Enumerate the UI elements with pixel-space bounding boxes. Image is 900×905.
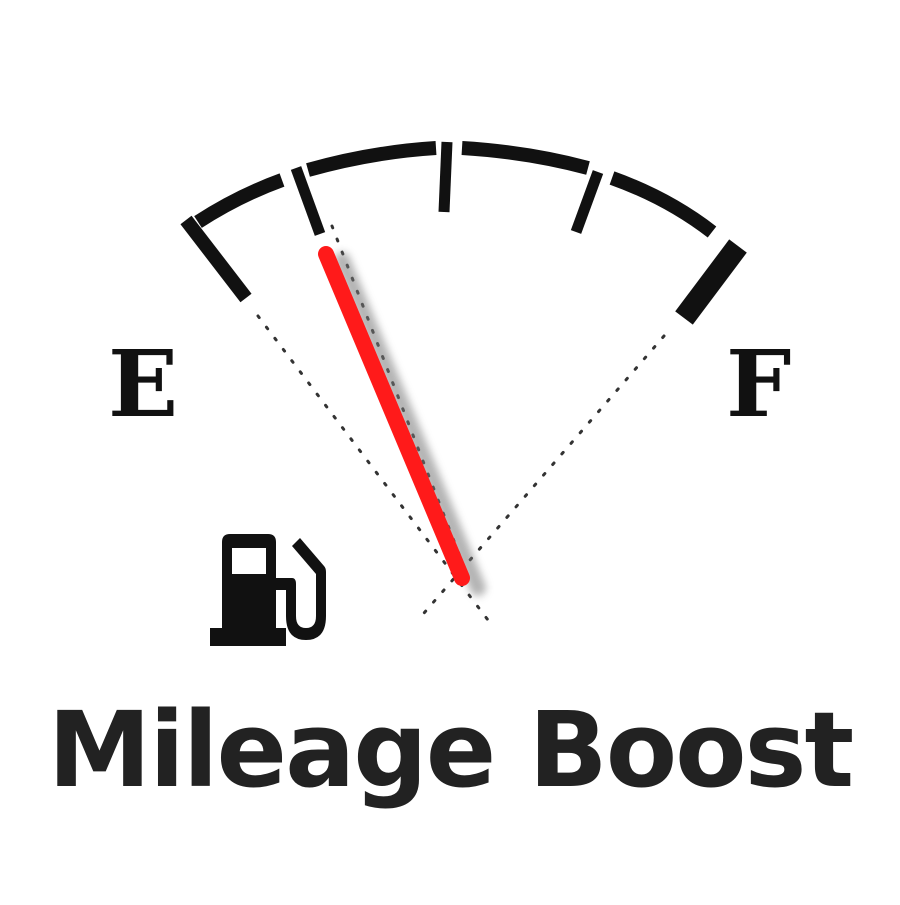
- gauge-tick-empty: [180, 215, 252, 303]
- needle: [318, 246, 470, 586]
- gauge-needle: [318, 246, 486, 596]
- gauge-tick: [570, 170, 604, 234]
- guide-line-empty: [256, 314, 496, 630]
- gauge-arc-segment: [461, 141, 590, 175]
- gauge-arc-segment: [194, 173, 285, 228]
- brand-title: Mileage Boost: [47, 689, 854, 811]
- needle-shadow: [334, 252, 486, 596]
- gauge-arc-segment: [609, 171, 717, 238]
- gauge-arc: [194, 141, 717, 238]
- gauge-tick: [290, 166, 326, 236]
- gauge-tick-full: [675, 239, 747, 325]
- full-label: F: [726, 330, 792, 438]
- fuel-pump-icon: [210, 534, 326, 646]
- gauge-arc-segment: [306, 141, 437, 177]
- empty-label: E: [108, 330, 179, 438]
- gauge-tick: [438, 141, 453, 213]
- gauge-ticks: [180, 141, 747, 325]
